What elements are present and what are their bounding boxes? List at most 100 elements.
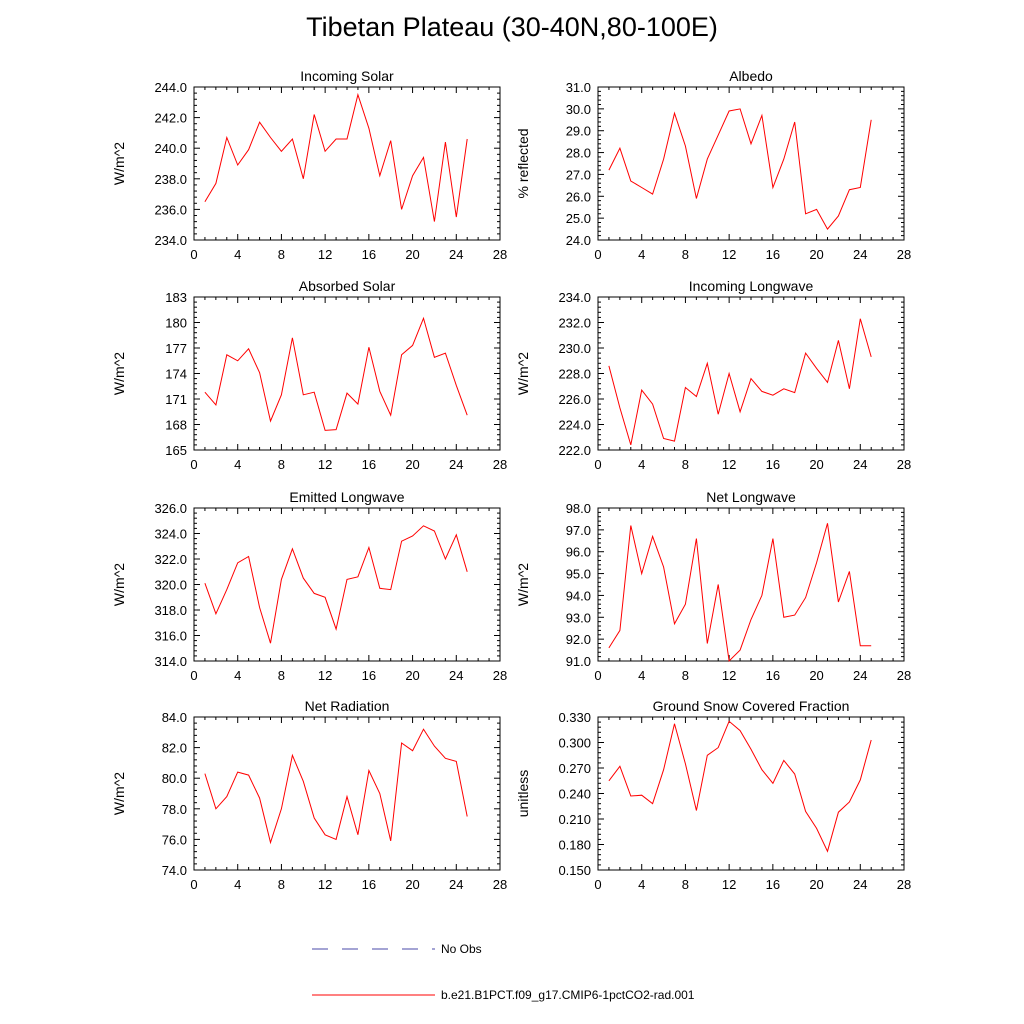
y-tick-label: 93.0 — [566, 610, 591, 625]
x-tick-label: 28 — [493, 247, 507, 262]
y-tick-label: 80.0 — [162, 771, 187, 786]
x-tick-label: 8 — [278, 457, 285, 472]
x-tick-label: 8 — [278, 247, 285, 262]
x-tick-label: 20 — [809, 457, 823, 472]
y-axis-label: W/m^2 — [515, 563, 531, 606]
x-tick-label: 0 — [594, 247, 601, 262]
x-tick-label: 8 — [278, 668, 285, 683]
legend-obs-label: No Obs — [441, 942, 482, 956]
panel-incoming-longwave: Incoming Longwave W/m^2 0 4 8 12 16 20 24 28 222.0… — [515, 278, 911, 472]
y-tick-label: 28.0 — [566, 146, 591, 161]
series-line — [608, 523, 872, 663]
x-tick-label: 28 — [897, 668, 911, 683]
y-tick-label: 91.0 — [566, 654, 591, 669]
legend: No Obs b.e21.B1PCT.f09_g17.CMIP6-1pctCO2… — [312, 942, 695, 1002]
y-axis-label: % reflected — [515, 128, 531, 198]
x-tick-label: 4 — [638, 668, 645, 683]
y-tick-label: 234.0 — [154, 233, 187, 248]
y-axis-label: W/m^2 — [515, 352, 531, 395]
panel-incoming-solar: Incoming Solar W/m^2 0 4 8 12 16 20 24 28 234.0 236… — [111, 68, 507, 262]
x-tick-label: 4 — [638, 247, 645, 262]
y-tick-label: 30.0 — [566, 102, 591, 117]
x-tick-label: 4 — [234, 668, 241, 683]
plot-frame — [193, 716, 501, 871]
panel-title: Albedo — [729, 68, 773, 84]
y-tick-label: 240.0 — [154, 141, 187, 156]
x-tick-label: 12 — [722, 457, 736, 472]
x-tick-label: 24 — [449, 247, 463, 262]
y-tick-label: 24.0 — [566, 233, 591, 248]
x-tick-label: 4 — [638, 457, 645, 472]
x-tick-label: 20 — [405, 668, 419, 683]
y-tick-label: 92.0 — [566, 632, 591, 647]
y-tick-label: 228.0 — [558, 367, 591, 382]
x-tick-label: 16 — [362, 877, 376, 892]
x-tick-label: 16 — [766, 877, 780, 892]
series-line — [608, 720, 872, 853]
x-tick-label: 28 — [897, 457, 911, 472]
y-tick-label: 0.210 — [558, 812, 591, 827]
panel-title: Absorbed Solar — [299, 278, 396, 294]
y-tick-label: 94.0 — [566, 588, 591, 603]
x-tick-label: 20 — [405, 247, 419, 262]
series-line — [204, 525, 468, 644]
x-tick-label: 20 — [809, 877, 823, 892]
x-tick-label: 4 — [234, 247, 241, 262]
plot-frame — [597, 716, 905, 871]
y-axis-label: unitless — [515, 770, 531, 817]
y-tick-label: 165 — [165, 443, 187, 458]
y-tick-label: 324.0 — [154, 527, 187, 542]
series-line — [204, 316, 468, 431]
x-tick-label: 12 — [318, 668, 332, 683]
y-axis-label: W/m^2 — [111, 772, 127, 815]
y-tick-label: 0.270 — [558, 761, 591, 776]
x-tick-label: 24 — [449, 877, 463, 892]
x-tick-label: 16 — [766, 247, 780, 262]
x-tick-label: 20 — [405, 877, 419, 892]
series-line — [608, 318, 872, 446]
y-tick-label: 326.0 — [154, 501, 187, 516]
y-tick-label: 314.0 — [154, 654, 187, 669]
x-tick-label: 12 — [722, 247, 736, 262]
y-axis-label: W/m^2 — [111, 142, 127, 185]
x-tick-label: 8 — [682, 877, 689, 892]
x-tick-label: 20 — [809, 247, 823, 262]
x-tick-label: 8 — [682, 247, 689, 262]
x-tick-label: 16 — [362, 457, 376, 472]
x-tick-label: 28 — [897, 877, 911, 892]
x-tick-label: 24 — [853, 457, 867, 472]
y-tick-label: 222.0 — [558, 443, 591, 458]
y-tick-label: 168 — [165, 418, 187, 433]
y-tick-label: 171 — [165, 392, 187, 407]
x-tick-label: 28 — [493, 457, 507, 472]
x-tick-label: 12 — [318, 877, 332, 892]
y-tick-label: 226.0 — [558, 392, 591, 407]
x-tick-label: 16 — [362, 668, 376, 683]
y-tick-label: 318.0 — [154, 603, 187, 618]
y-tick-label: 31.0 — [566, 80, 591, 95]
x-tick-label: 0 — [190, 877, 197, 892]
plot-frame — [193, 86, 501, 241]
x-tick-label: 0 — [190, 668, 197, 683]
x-tick-label: 8 — [682, 668, 689, 683]
y-tick-label: 27.0 — [566, 167, 591, 182]
panel-absorbed-solar: Absorbed Solar W/m^2 0 4 8 12 16 20 24 28 165 168 17… — [111, 278, 507, 472]
x-tick-label: 8 — [278, 877, 285, 892]
x-tick-label: 12 — [722, 877, 736, 892]
panel-title: Incoming Longwave — [689, 278, 814, 294]
x-tick-label: 24 — [853, 247, 867, 262]
y-tick-label: 76.0 — [162, 832, 187, 847]
x-tick-label: 4 — [638, 877, 645, 892]
plot-frame — [193, 296, 501, 451]
x-tick-label: 16 — [362, 247, 376, 262]
x-tick-label: 12 — [318, 247, 332, 262]
x-tick-label: 4 — [234, 457, 241, 472]
y-axis-label: W/m^2 — [111, 563, 127, 606]
y-tick-label: 224.0 — [558, 418, 591, 433]
panel-title: Incoming Solar — [300, 68, 394, 84]
y-tick-label: 236.0 — [154, 202, 187, 217]
panel-title: Emitted Longwave — [289, 489, 404, 505]
series-line — [204, 728, 468, 845]
legend-model-label: b.e21.B1PCT.f09_g17.CMIP6-1pctCO2-rad.00… — [441, 988, 695, 1002]
